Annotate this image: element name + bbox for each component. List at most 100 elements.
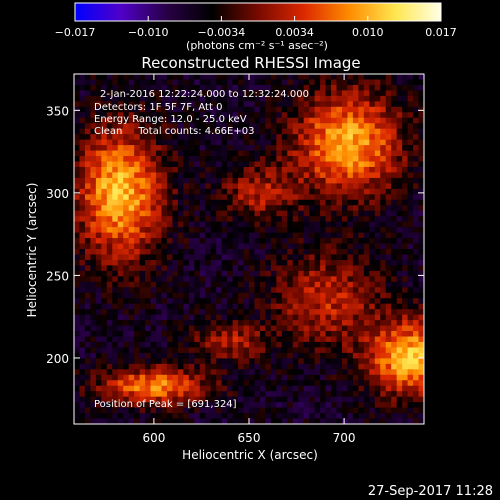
heatmap-pixel bbox=[238, 210, 244, 217]
heatmap-pixel bbox=[188, 396, 195, 403]
heatmap-pixel bbox=[238, 314, 244, 321]
heatmap-pixel bbox=[74, 402, 80, 408]
heatmap-pixel bbox=[221, 134, 228, 141]
heatmap-pixel bbox=[341, 232, 348, 239]
heatmap-pixel bbox=[227, 325, 233, 332]
heatmap-pixel bbox=[303, 363, 310, 370]
heatmap-pixel bbox=[407, 336, 414, 343]
heatmap-pixel bbox=[281, 265, 288, 272]
heatmap-pixel bbox=[331, 161, 337, 168]
heatmap-pixel bbox=[139, 112, 146, 119]
heatmap-pixel bbox=[183, 298, 190, 305]
heatmap-pixel bbox=[363, 325, 370, 332]
heatmap-pixel bbox=[265, 123, 272, 130]
heatmap-pixel bbox=[418, 199, 425, 206]
heatmap-pixel bbox=[418, 161, 425, 168]
heatmap-pixel bbox=[243, 156, 250, 162]
heatmap-pixel bbox=[172, 134, 179, 141]
heatmap-pixel bbox=[407, 287, 414, 294]
heatmap-pixel bbox=[183, 172, 190, 179]
heatmap-pixel bbox=[194, 227, 201, 233]
heatmap-pixel bbox=[413, 320, 419, 326]
heatmap-pixel bbox=[309, 314, 316, 321]
heatmap-pixel bbox=[221, 347, 228, 354]
heatmap-pixel bbox=[265, 418, 272, 425]
heatmap-pixel bbox=[352, 243, 359, 250]
heatmap-pixel bbox=[139, 270, 146, 277]
heatmap-pixel bbox=[90, 276, 97, 283]
heatmap-pixel bbox=[74, 210, 80, 217]
heatmap-pixel bbox=[402, 117, 408, 124]
heatmap-pixel bbox=[314, 238, 321, 244]
heatmap-pixel bbox=[106, 347, 113, 354]
heatmap-pixel bbox=[95, 79, 102, 86]
heatmap-pixel bbox=[276, 232, 283, 239]
heatmap-pixel bbox=[145, 194, 151, 201]
heatmap-pixel bbox=[194, 101, 201, 108]
heatmap-pixel bbox=[352, 270, 359, 277]
heatmap-pixel bbox=[249, 325, 255, 332]
heatmap-pixel bbox=[303, 106, 310, 113]
heatmap-pixel bbox=[276, 188, 283, 195]
heatmap-pixel bbox=[188, 270, 195, 277]
heatmap-pixel bbox=[95, 161, 102, 168]
heatmap-pixel bbox=[363, 418, 370, 425]
heatmap-pixel bbox=[183, 325, 190, 332]
heatmap-pixel bbox=[336, 352, 343, 359]
heatmap-pixel bbox=[101, 303, 108, 310]
heatmap-pixel bbox=[134, 402, 141, 408]
heatmap-pixel bbox=[314, 156, 321, 162]
heatmap-pixel bbox=[325, 259, 332, 266]
heatmap-pixel bbox=[402, 407, 408, 414]
heatmap-pixel bbox=[292, 84, 299, 91]
heatmap-pixel bbox=[210, 161, 217, 168]
heatmap-pixel bbox=[183, 210, 190, 217]
heatmap-pixel bbox=[254, 238, 261, 244]
heatmap-pixel bbox=[183, 150, 190, 157]
heatmap-pixel bbox=[188, 254, 195, 261]
heatmap-pixel bbox=[391, 199, 398, 206]
heatmap-pixel bbox=[281, 95, 288, 102]
heatmap-pixel bbox=[210, 369, 217, 376]
heatmap-pixel bbox=[298, 194, 305, 201]
heatmap-pixel bbox=[117, 396, 124, 403]
heatmap-pixel bbox=[232, 227, 239, 233]
heatmap-pixel bbox=[112, 407, 119, 414]
heatmap-pixel bbox=[270, 413, 277, 419]
heatmap-pixel bbox=[407, 150, 414, 157]
heatmap-pixel bbox=[314, 265, 321, 272]
heatmap-pixel bbox=[380, 369, 387, 376]
heatmap-pixel bbox=[139, 298, 146, 305]
heatmap-pixel bbox=[281, 84, 288, 91]
heatmap-pixel bbox=[385, 249, 392, 255]
heatmap-pixel bbox=[292, 79, 299, 86]
heatmap-pixel bbox=[303, 336, 310, 343]
heatmap-pixel bbox=[139, 79, 146, 86]
heatmap-pixel bbox=[117, 341, 124, 348]
heatmap-pixel bbox=[276, 314, 283, 321]
heatmap-pixel bbox=[380, 134, 387, 141]
heatmap-pixel bbox=[123, 369, 130, 376]
heatmap-pixel bbox=[309, 128, 316, 135]
heatmap-pixel bbox=[134, 232, 141, 239]
heatmap-pixel bbox=[331, 331, 337, 337]
heatmap-pixel bbox=[309, 183, 316, 190]
heatmap-pixel bbox=[298, 84, 305, 91]
heatmap-pixel bbox=[407, 303, 414, 310]
heatmap-pixel bbox=[347, 281, 354, 288]
heatmap-pixel bbox=[194, 238, 201, 244]
heatmap-pixel bbox=[259, 216, 266, 223]
heatmap-pixel bbox=[84, 177, 91, 184]
heatmap-pixel bbox=[292, 303, 299, 310]
heatmap-pixel bbox=[325, 145, 332, 151]
heatmap-pixel bbox=[166, 166, 173, 173]
heatmap-pixel bbox=[331, 221, 337, 228]
heatmap-pixel bbox=[112, 303, 119, 310]
heatmap-pixel bbox=[341, 161, 348, 168]
heatmap-pixel bbox=[84, 259, 91, 266]
heatmap-pixel bbox=[396, 139, 403, 146]
heatmap-pixel bbox=[95, 172, 102, 179]
heatmap-pixel bbox=[374, 287, 381, 294]
heatmap-pixel bbox=[128, 374, 135, 381]
heatmap-pixel bbox=[161, 254, 168, 261]
